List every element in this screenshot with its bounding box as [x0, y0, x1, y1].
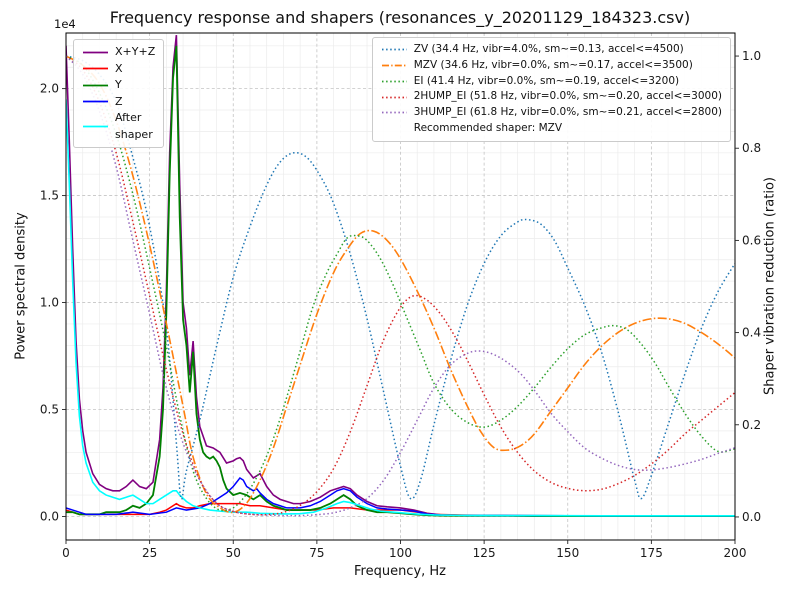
legend-item: X+Y+Z [82, 44, 155, 61]
y-right-tick-label: 0.4 [742, 326, 761, 340]
y-right-tick-label: 0.2 [742, 418, 761, 432]
legend-line-sample [83, 67, 108, 70]
legend-line-sample [83, 84, 108, 87]
x-tick-label: 200 [724, 546, 747, 560]
legend-line-sample [83, 100, 108, 103]
recommended-shaper-note: Recommended shaper: MZV [413, 121, 563, 134]
legend-line-sample [83, 125, 108, 128]
y-right-tick-label: 0.8 [742, 141, 761, 155]
legend-label: Z [115, 94, 123, 108]
x-tick-label: 100 [389, 546, 412, 560]
y-right-tick-label: 0.6 [742, 233, 761, 247]
y-axis-label-right: Shaper vibration reduction (ratio) [762, 177, 778, 395]
x-tick-label: 175 [640, 546, 663, 560]
chart-title: Frequency response and shapers (resonanc… [109, 8, 691, 27]
y-left-tick-label: 2.0 [40, 82, 59, 96]
legend-item: 2HUMP_EI (51.8 Hz, vibr=0.0%, sm~=0.20, … [381, 89, 722, 105]
legend-line-sample [381, 64, 407, 67]
legend-label: Y [115, 78, 122, 91]
legend-label: X [115, 61, 123, 75]
x-tick-label: 0 [62, 546, 70, 560]
legend-label: After shaper [115, 111, 153, 141]
y-right-tick-label: 1.0 [742, 49, 761, 63]
curve-y [66, 45, 735, 517]
legend-label: EI (41.4 Hz, vibr=0.0%, sm~=0.19, accel<… [413, 74, 680, 87]
y-left-tick-label: 1.5 [40, 189, 59, 203]
legend-label: X+Y+Z [115, 45, 156, 58]
curve-zv [66, 55, 735, 500]
legend-item: MZV (34.6 Hz, vibr=0.0%, sm~=0.17, accel… [381, 58, 722, 74]
x-tick-label: 150 [556, 546, 579, 560]
legend-item: 3HUMP_EI (61.8 Hz, vibr=0.0%, sm~=0.21, … [381, 105, 722, 121]
y-axis-offset-label: 1e4 [54, 17, 76, 31]
curve-3hump-ei [66, 55, 735, 517]
curve-ei [66, 55, 735, 512]
y-axis-label-left: Power spectral density [13, 212, 29, 360]
x-tick-label: 50 [226, 546, 241, 560]
legend-item: EI (41.4 Hz, vibr=0.0%, sm~=0.19, accel<… [381, 74, 722, 90]
curve-x-y-z [66, 35, 735, 517]
curve-2hump-ei [66, 55, 735, 516]
legend-label: MZV (34.6 Hz, vibr=0.0%, sm~=0.17, accel… [413, 58, 693, 71]
legend-item: Z [82, 94, 155, 111]
legend-label: 3HUMP_EI (61.8 Hz, vibr=0.0%, sm~=0.21, … [413, 106, 722, 118]
legend-item: X [82, 61, 155, 78]
shaper-legend: ZV (34.4 Hz, vibr=4.0%, sm~=0.13, accel<… [371, 37, 731, 142]
x-axis-label: Frequency, Hz [353, 564, 447, 579]
y-left-tick-label: 0.0 [40, 509, 59, 523]
curve-z [66, 476, 735, 517]
legend-item: Y [82, 77, 155, 94]
x-tick-label: 25 [142, 546, 157, 560]
legend-item: ZV (34.4 Hz, vibr=4.0%, sm~=0.13, accel<… [381, 42, 722, 58]
y-left-tick-label: 0.5 [40, 403, 59, 417]
legend-label: 2HUMP_EI (51.8 Hz, vibr=0.0%, sm~=0.20, … [413, 90, 722, 103]
legend-line-sample [83, 51, 108, 54]
y-left-tick-label: 1.0 [40, 296, 59, 310]
curve-after-shaper [66, 99, 735, 517]
legend-line-sample [381, 96, 407, 99]
x-tick-label: 75 [309, 546, 324, 560]
psd-legend: X+Y+Z X Y Z After shaper [73, 39, 165, 148]
curve-mzv [66, 55, 735, 514]
x-tick-label: 125 [473, 546, 496, 560]
legend-item: After shaper [82, 110, 155, 143]
legend-line-sample [381, 80, 407, 83]
y-right-tick-label: 0.0 [742, 510, 761, 524]
legend-line-sample [381, 48, 407, 51]
legend-label: ZV (34.4 Hz, vibr=4.0%, sm~=0.13, accel<… [413, 43, 684, 55]
legend-line-sample [381, 111, 407, 114]
